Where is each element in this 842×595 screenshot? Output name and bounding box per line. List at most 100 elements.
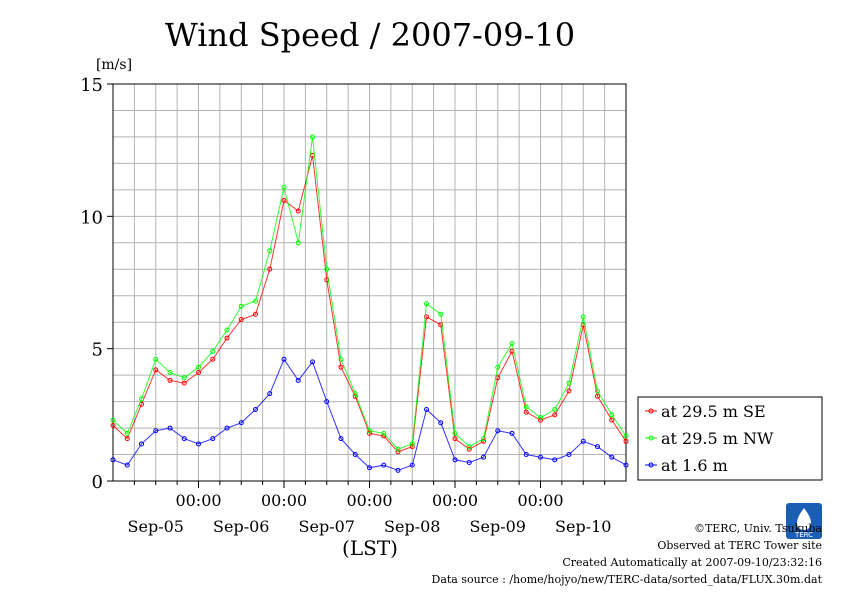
data-point xyxy=(124,436,130,442)
data-point xyxy=(295,240,301,246)
data-point xyxy=(438,311,444,317)
legend-label: at 1.6 m xyxy=(661,456,728,475)
data-point xyxy=(110,417,116,423)
data-point xyxy=(338,356,344,362)
data-point xyxy=(595,444,600,450)
data-point xyxy=(153,356,159,362)
data-point xyxy=(110,422,116,428)
data-point xyxy=(139,441,144,447)
data-point xyxy=(367,428,372,434)
series-layer xyxy=(110,134,629,473)
data-point xyxy=(509,430,515,436)
data-point xyxy=(495,428,501,434)
chart-title: Wind Speed / 2007-09-10 xyxy=(165,16,575,54)
data-point xyxy=(324,399,330,405)
data-point xyxy=(210,436,216,442)
data-point xyxy=(338,436,344,442)
data-point xyxy=(367,465,372,471)
data-point xyxy=(609,412,615,418)
data-point xyxy=(238,420,244,426)
x-time-tick-label: 00:00 xyxy=(432,491,478,510)
data-point xyxy=(552,407,558,413)
data-point xyxy=(424,314,429,320)
data-point xyxy=(595,393,600,399)
data-point xyxy=(609,454,615,460)
x-axis-label: (LST) xyxy=(342,536,398,560)
data-point xyxy=(367,430,372,436)
data-point xyxy=(523,404,529,410)
data-point xyxy=(139,396,144,402)
x-time-tick-label: 00:00 xyxy=(175,491,221,510)
data-point xyxy=(623,433,629,439)
data-point xyxy=(124,430,130,436)
data-point xyxy=(210,356,216,362)
data-point xyxy=(523,452,529,458)
legend-swatch-marker xyxy=(648,408,654,414)
data-point xyxy=(438,420,444,426)
data-point xyxy=(253,407,258,413)
series-0 xyxy=(110,152,629,455)
data-point xyxy=(466,444,472,450)
data-point xyxy=(466,446,472,452)
legend-swatch-marker xyxy=(648,435,654,441)
data-point xyxy=(295,208,301,214)
series-line xyxy=(112,136,627,450)
series-line xyxy=(112,358,627,471)
y-axis: 0 5 10 15 xyxy=(80,75,113,493)
data-point xyxy=(523,409,529,415)
data-point xyxy=(495,364,501,370)
x-day-label: Sep-06 xyxy=(213,517,269,536)
x-day-label: Sep-09 xyxy=(470,517,526,536)
data-point xyxy=(538,414,543,420)
data-point xyxy=(324,266,330,272)
data-point xyxy=(181,375,187,381)
data-point xyxy=(281,197,287,203)
data-point xyxy=(167,425,173,431)
data-point xyxy=(181,380,187,386)
x-time-tick-label: 00:00 xyxy=(261,491,307,510)
data-point xyxy=(580,314,586,320)
data-point xyxy=(124,462,130,468)
legend-label: at 29.5 m SE xyxy=(661,402,766,421)
data-point xyxy=(281,356,287,362)
data-point xyxy=(395,467,401,473)
data-point xyxy=(167,377,173,383)
y-axis-label: [m/s] xyxy=(96,57,132,73)
x-day-label: Sep-08 xyxy=(384,517,440,536)
x-axis: 00:00 00:00 00:00 00:00 00:00 Sep-05 Sep-06 Sep… xyxy=(128,481,611,536)
data-point xyxy=(267,391,273,397)
data-point xyxy=(452,430,458,436)
series-line xyxy=(112,155,627,453)
data-point xyxy=(196,369,201,375)
data-point xyxy=(153,428,159,434)
data-point xyxy=(481,436,486,442)
data-point xyxy=(481,438,486,444)
data-point xyxy=(224,327,230,333)
data-point xyxy=(167,369,173,375)
data-point xyxy=(409,441,415,447)
data-point xyxy=(238,303,244,309)
y-tick-label: 15 xyxy=(80,75,103,96)
data-point xyxy=(538,454,543,460)
data-point xyxy=(538,417,543,423)
terc-logo: TERC xyxy=(786,503,822,539)
data-point xyxy=(381,430,387,436)
data-point xyxy=(395,449,401,455)
legend-box xyxy=(637,396,823,481)
series-2 xyxy=(110,356,629,473)
x-time-tick-label: 00:00 xyxy=(517,491,563,510)
data-point xyxy=(352,391,358,397)
data-point xyxy=(153,367,159,373)
data-point xyxy=(552,412,558,418)
data-point xyxy=(452,457,458,463)
data-point xyxy=(224,335,230,341)
data-source-text: Data source : /home/hojyo/new/TERC-data/… xyxy=(431,573,823,586)
x-time-tick-label: 00:00 xyxy=(346,491,392,510)
data-point xyxy=(409,444,415,450)
data-point xyxy=(552,457,558,463)
x-day-label: Sep-05 xyxy=(128,517,184,536)
data-point xyxy=(310,134,315,140)
data-point xyxy=(409,462,415,468)
data-point xyxy=(509,340,515,346)
